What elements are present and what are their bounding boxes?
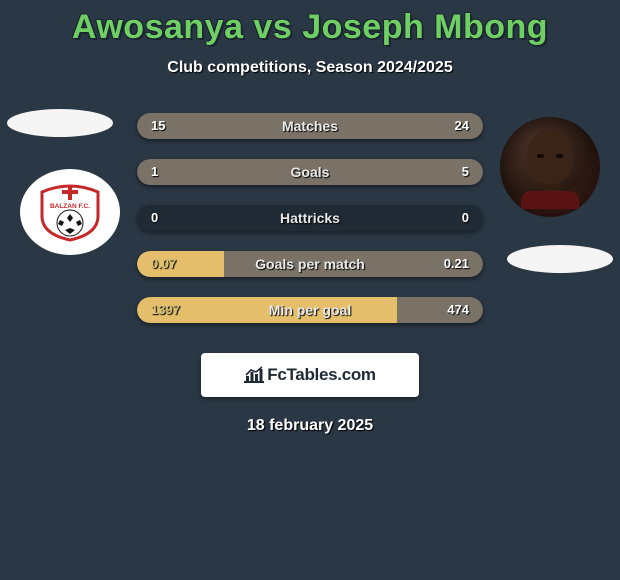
stat-label: Hattricks: [137, 205, 483, 231]
club-badge-left: BALZAN F.C.: [20, 169, 120, 255]
balzan-crest-icon: BALZAN F.C.: [38, 182, 102, 242]
stats-section: BALZAN F.C. 1524Matches 15Goals 00Hattrick…: [0, 113, 620, 323]
decor-ellipse-left: [7, 109, 113, 137]
stat-label: Min per goal: [137, 297, 483, 323]
stat-row: 15Goals: [137, 159, 483, 185]
brand-text: FcTables.com: [267, 365, 376, 385]
player-face-icon: [521, 130, 579, 208]
brand-label: FcTables.com: [244, 365, 376, 385]
date-label: 18 february 2025: [0, 417, 620, 435]
page-title: Awosanya vs Joseph Mbong: [0, 8, 620, 47]
comparison-card: Awosanya vs Joseph Mbong Club competitio…: [0, 0, 620, 435]
svg-text:BALZAN F.C.: BALZAN F.C.: [50, 203, 90, 210]
bar-chart-icon: [244, 366, 264, 384]
stat-bars: 1524Matches 15Goals 00Hattricks 0.070.21Goa…: [137, 113, 483, 323]
decor-ellipse-right: [507, 245, 613, 273]
stat-label: Goals per match: [137, 251, 483, 277]
stat-row: 1397474Min per goal: [137, 297, 483, 323]
player-photo-right: [500, 117, 600, 217]
stat-label: Goals: [137, 159, 483, 185]
subtitle: Club competitions, Season 2024/2025: [0, 59, 620, 77]
stat-row: 0.070.21Goals per match: [137, 251, 483, 277]
stat-label: Matches: [137, 113, 483, 139]
stat-row: 1524Matches: [137, 113, 483, 139]
brand-box: FcTables.com: [201, 353, 419, 397]
stat-row: 00Hattricks: [137, 205, 483, 231]
